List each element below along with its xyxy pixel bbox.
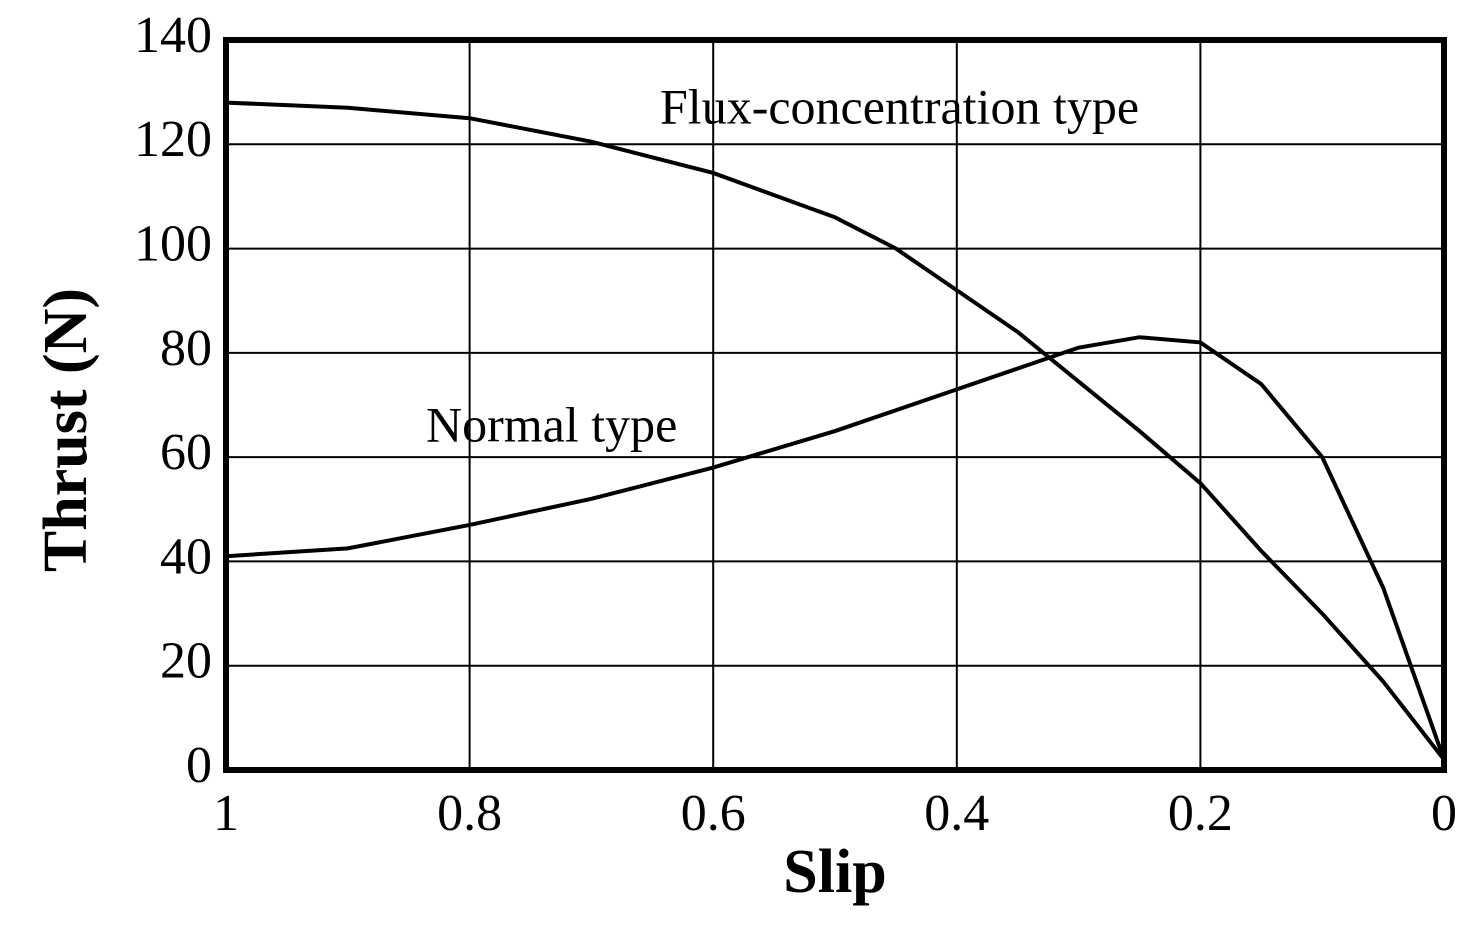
x-tick-label: 1 <box>213 785 239 842</box>
x-axis-label: Slip <box>783 838 886 906</box>
y-tick-label: 0 <box>186 737 212 794</box>
y-tick-label: 120 <box>134 111 212 168</box>
y-tick-label: 80 <box>160 320 212 377</box>
annotation: Normal type <box>426 396 677 452</box>
y-tick-label: 60 <box>160 424 212 481</box>
y-tick-label: 140 <box>134 7 212 64</box>
x-tick-label: 0.8 <box>437 785 502 842</box>
x-tick-label: 0.6 <box>681 785 746 842</box>
plot-frame <box>223 37 1447 773</box>
y-tick-label: 100 <box>134 216 212 273</box>
x-tick-label: 0 <box>1431 785 1457 842</box>
y-tick-label: 40 <box>160 528 212 585</box>
line-series <box>225 100 1446 761</box>
annotation: Flux-concentration type <box>660 78 1139 134</box>
y-axis-label: Thrust (N) <box>32 288 100 572</box>
x-tick-label: 0.4 <box>924 785 989 842</box>
y-tick-label: 20 <box>160 633 212 690</box>
line-series <box>225 335 1446 761</box>
x-tick-label: 0.2 <box>1168 785 1233 842</box>
